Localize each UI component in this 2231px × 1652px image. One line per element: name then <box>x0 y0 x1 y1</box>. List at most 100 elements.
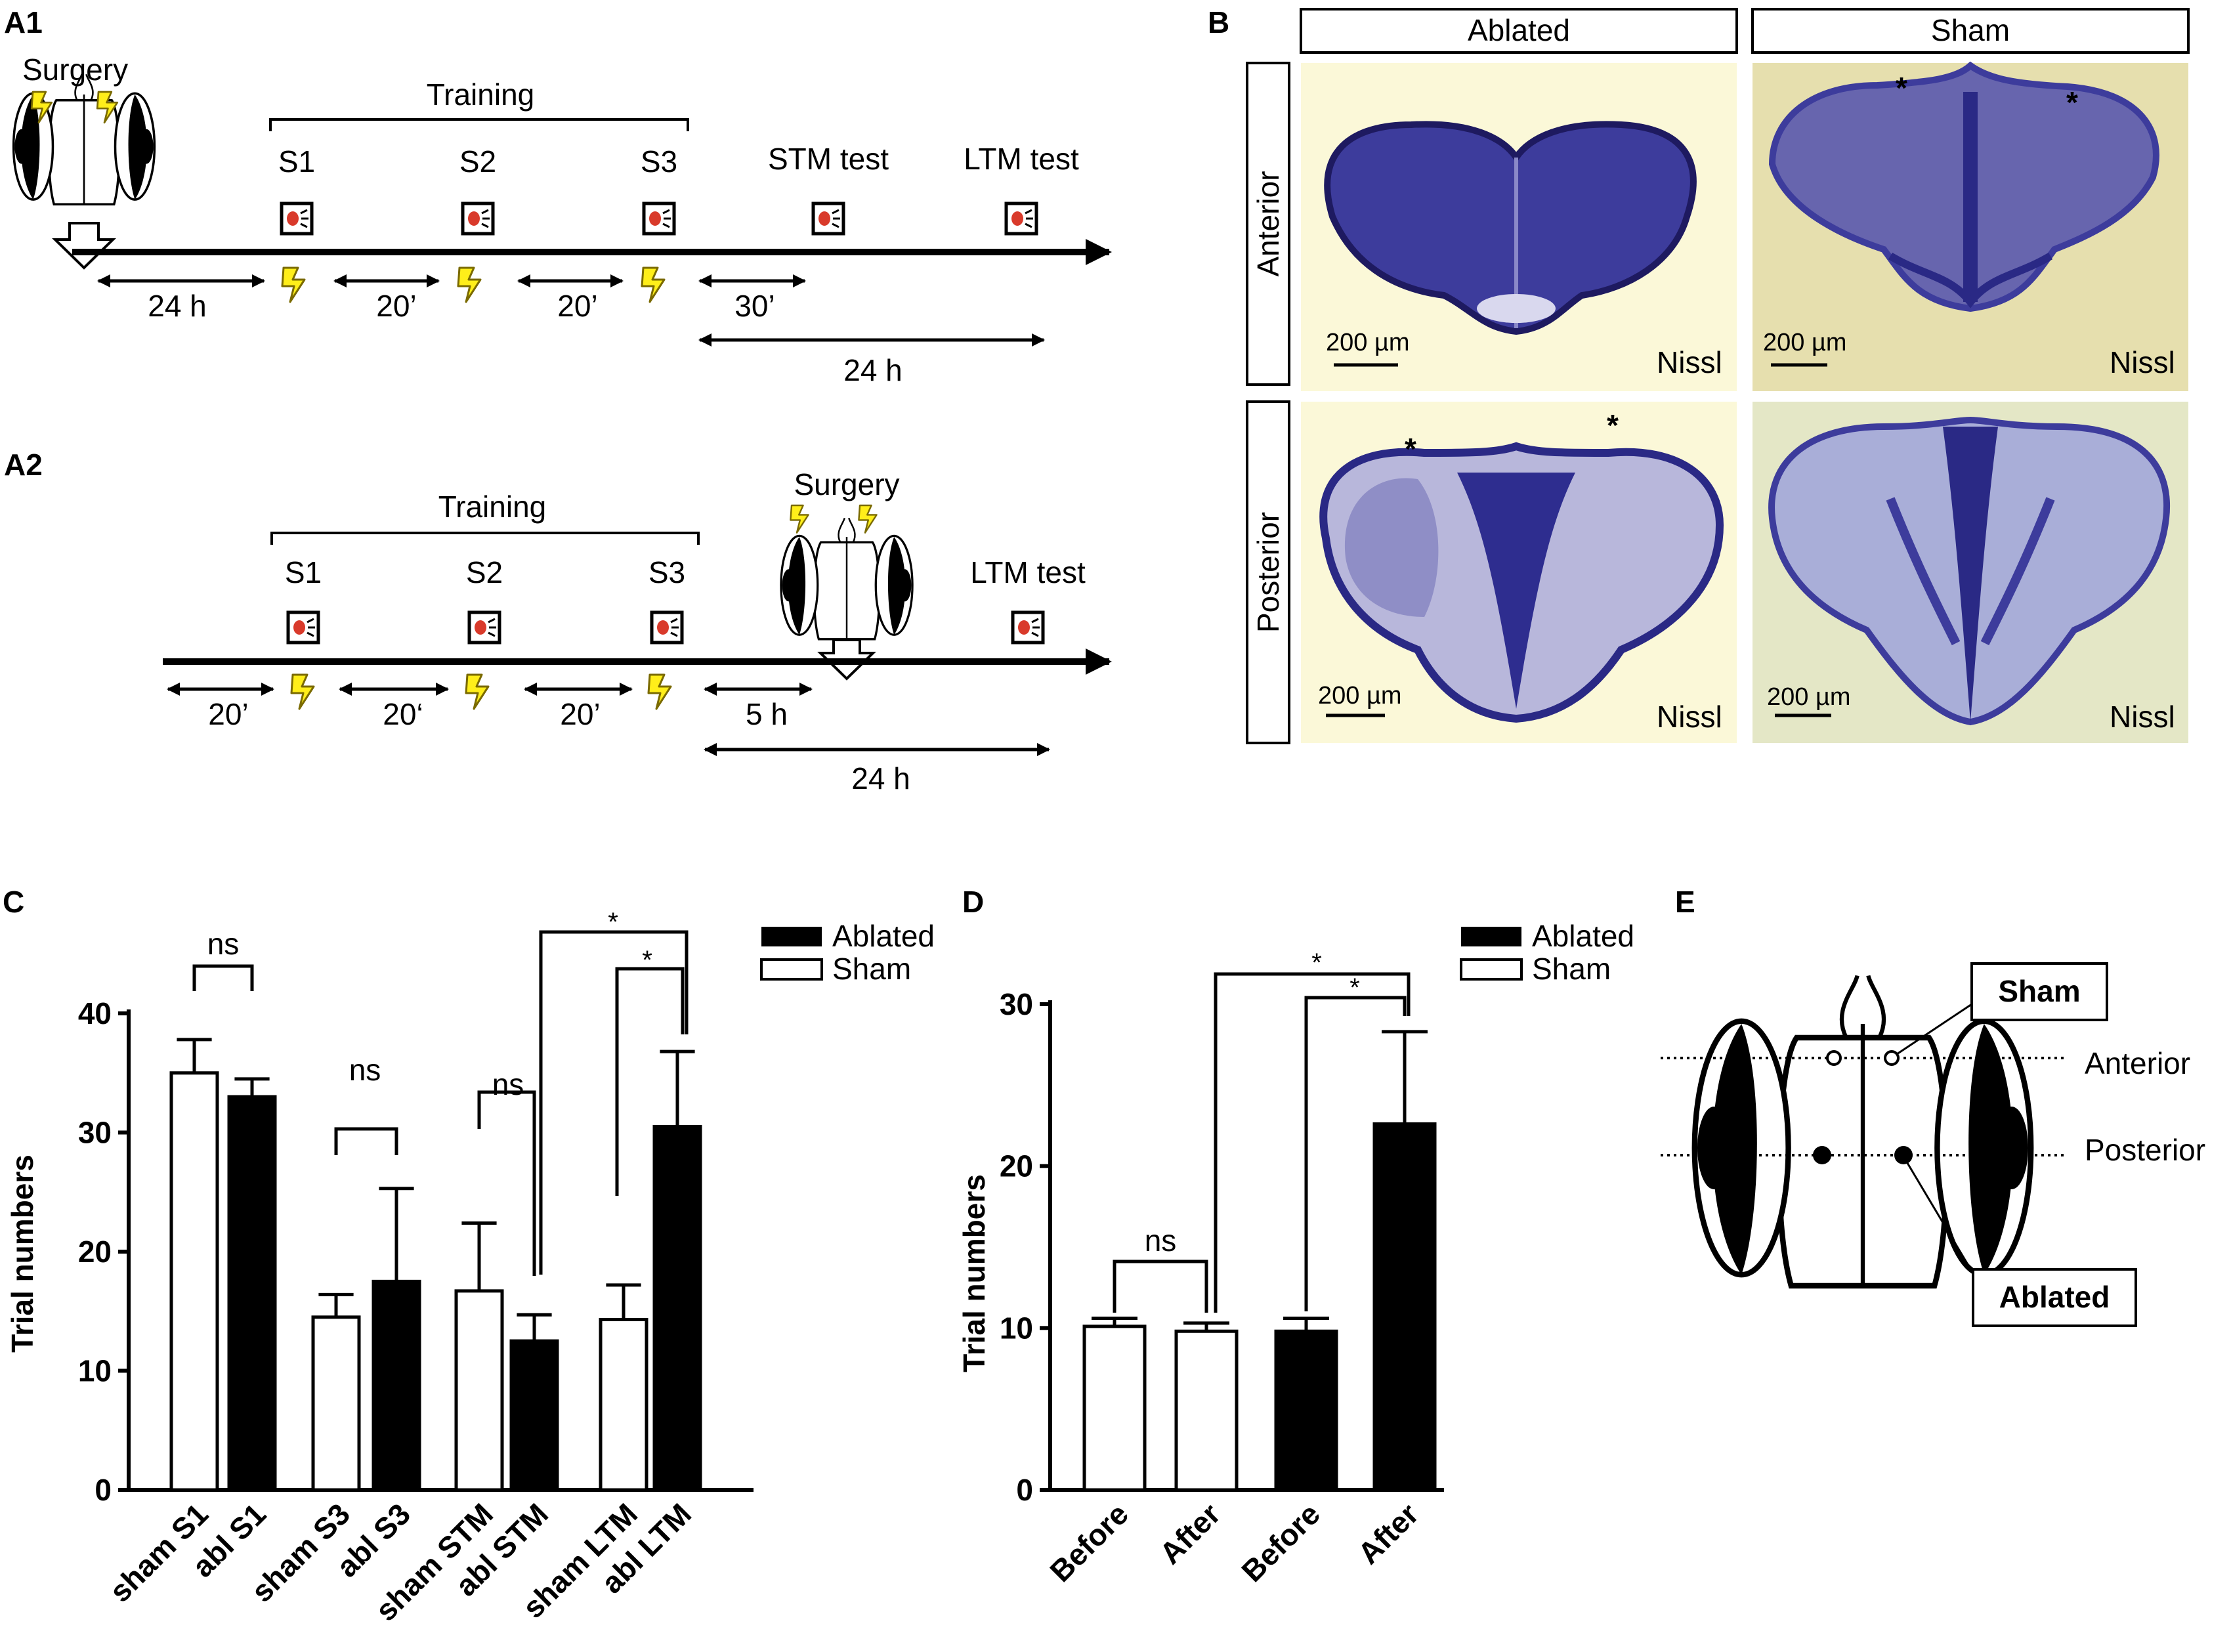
d-sig-bracket <box>1214 972 1411 1313</box>
panel-label-d: D <box>962 885 984 919</box>
a1-training-label: Training <box>427 77 534 112</box>
e-snail-brain-drawing <box>1695 976 2031 1286</box>
b-asterisk: * <box>1405 432 1416 466</box>
e-sham-label: Sham <box>1998 974 2080 1008</box>
d-sig-star: * <box>1311 948 1322 977</box>
c-y-axis: 0 10 20 30 40 <box>78 996 131 1507</box>
a2-interval-label: 20’ <box>208 697 248 731</box>
a2-training-bracket <box>270 532 700 545</box>
c-bar <box>227 1095 277 1492</box>
c-legend-ablated: Ablated <box>832 919 935 953</box>
a1-stm-light-icon <box>813 203 843 234</box>
a1-interval-label: 24 h <box>148 289 207 323</box>
panel-e: E Anterior Posterior Sham Ablated <box>1661 885 2205 1327</box>
c-bar <box>509 1339 559 1492</box>
a2-s1-label: S1 <box>285 555 322 589</box>
a2-interval-label: 20’ <box>560 697 600 731</box>
d-bar <box>1372 1122 1437 1492</box>
e-anterior-label: Anterior <box>2085 1046 2190 1080</box>
b-tissue-sham-posterior <box>1768 416 2171 726</box>
c-bar <box>311 1315 361 1492</box>
a2-training-label: Training <box>438 490 546 524</box>
e-ablated-site <box>1894 1146 1913 1164</box>
d-x-tick-label: After <box>1153 1496 1227 1571</box>
c-sig-bracket <box>477 1090 536 1276</box>
panel-a2: A2 Training Surgery S1 S2 S3 LTM test 20… <box>4 448 1112 795</box>
c-sig-bracket <box>615 967 685 1196</box>
a1-ltm-test-label: LTM test <box>964 142 1079 176</box>
c-legend-sham-swatch <box>760 958 823 981</box>
a1-interval-label: 20’ <box>376 289 416 323</box>
e-ablated-leader <box>1906 1162 1974 1274</box>
a2-ltm-light-icon <box>1013 612 1043 643</box>
a1-s1-label: S1 <box>278 144 315 179</box>
c-bars <box>169 1038 702 1492</box>
c-legend-ablated-swatch <box>761 927 822 946</box>
a2-s2-label: S2 <box>466 555 503 589</box>
a1-s1-light-icon <box>282 203 312 234</box>
d-bar <box>1174 1329 1239 1492</box>
b-stain-label: Nissl <box>2110 345 2175 379</box>
a1-shock-bolt-icon-2 <box>457 266 482 303</box>
c-bar <box>652 1124 702 1492</box>
e-ablated-label: Ablated <box>1999 1280 2110 1314</box>
d-x-tick-label: Before <box>1235 1496 1327 1588</box>
c-legend-sham: Sham <box>832 952 911 986</box>
b-row-posterior-box <box>1246 400 1290 744</box>
c-sig-ns: ns <box>492 1067 524 1101</box>
a2-s2-light-icon <box>469 612 499 643</box>
d-sig-ns: ns <box>1145 1223 1177 1258</box>
a2-interval-label: 20‘ <box>383 697 423 731</box>
b-row-anterior: Anterior <box>1251 171 1285 276</box>
b-tissue-ablated-posterior <box>1319 442 1724 723</box>
d-sig-bracket <box>1304 996 1407 1311</box>
c-sig-star: * <box>608 908 618 937</box>
b-tissue-ablated-anterior <box>1324 121 1697 335</box>
a1-interval-label: 20’ <box>557 289 597 323</box>
a1-down-arrow-icon <box>52 222 116 270</box>
a1-shock-bolt-icon <box>281 266 306 303</box>
c-y-tick-label: 40 <box>78 996 112 1030</box>
c-bar <box>169 1071 219 1492</box>
b-row-posterior: Posterior <box>1251 512 1285 633</box>
panel-label-c: C <box>3 885 24 919</box>
e-sham-leader <box>1896 1003 1972 1055</box>
panel-label-e: E <box>1675 885 1695 919</box>
c-sig-bracket <box>539 930 689 1275</box>
a1-s2-label: S2 <box>459 144 496 179</box>
a2-surgery-bolt-icon-2 <box>858 504 878 534</box>
c-sig-bracket <box>334 1127 398 1155</box>
d-bar <box>1082 1324 1147 1492</box>
e-posterior-label: Posterior <box>2085 1133 2205 1167</box>
b-row-anterior-box <box>1246 62 1290 386</box>
b-stain-label: Nissl <box>1657 345 1722 379</box>
a1-stm-test-label: STM test <box>768 142 889 176</box>
d-y-tick-label: 10 <box>1000 1311 1033 1345</box>
b-scale-label: 200 µm <box>1763 329 1847 356</box>
b-header-ablated-box <box>1300 8 1738 54</box>
d-legend-sham: Sham <box>1532 952 1611 986</box>
panel-label-a2: A2 <box>4 448 43 482</box>
a2-shock-bolt-icon-2 <box>465 673 490 710</box>
d-y-tick-label: 20 <box>1000 1149 1033 1183</box>
c-bar <box>372 1279 421 1492</box>
a2-ltm-test-label: LTM test <box>970 555 1086 589</box>
a2-surgery-bolt-icon <box>790 504 809 534</box>
c-sig-ns: ns <box>349 1053 381 1087</box>
b-asterisk: * <box>2066 85 2078 119</box>
d-x-tick-label: Before <box>1043 1496 1135 1588</box>
c-sig-ns: ns <box>207 927 240 961</box>
b-stain-label: Nissl <box>2110 700 2175 734</box>
d-x-tick-labels: Before After Before After <box>1043 1496 1425 1588</box>
b-scale-label: 200 µm <box>1326 329 1410 356</box>
a2-s3-light-icon <box>652 612 682 643</box>
e-sham-site <box>1884 1050 1900 1066</box>
d-y-axis: 0 10 20 30 <box>1000 987 1052 1507</box>
a1-s2-light-icon <box>463 203 493 234</box>
a1-s3-light-icon <box>644 203 674 234</box>
c-y-axis-label: Trial numbers <box>5 1154 39 1353</box>
a2-interval-label: 5 h <box>746 697 788 731</box>
a1-ltm-light-icon <box>1006 203 1036 234</box>
c-bar <box>599 1317 648 1492</box>
